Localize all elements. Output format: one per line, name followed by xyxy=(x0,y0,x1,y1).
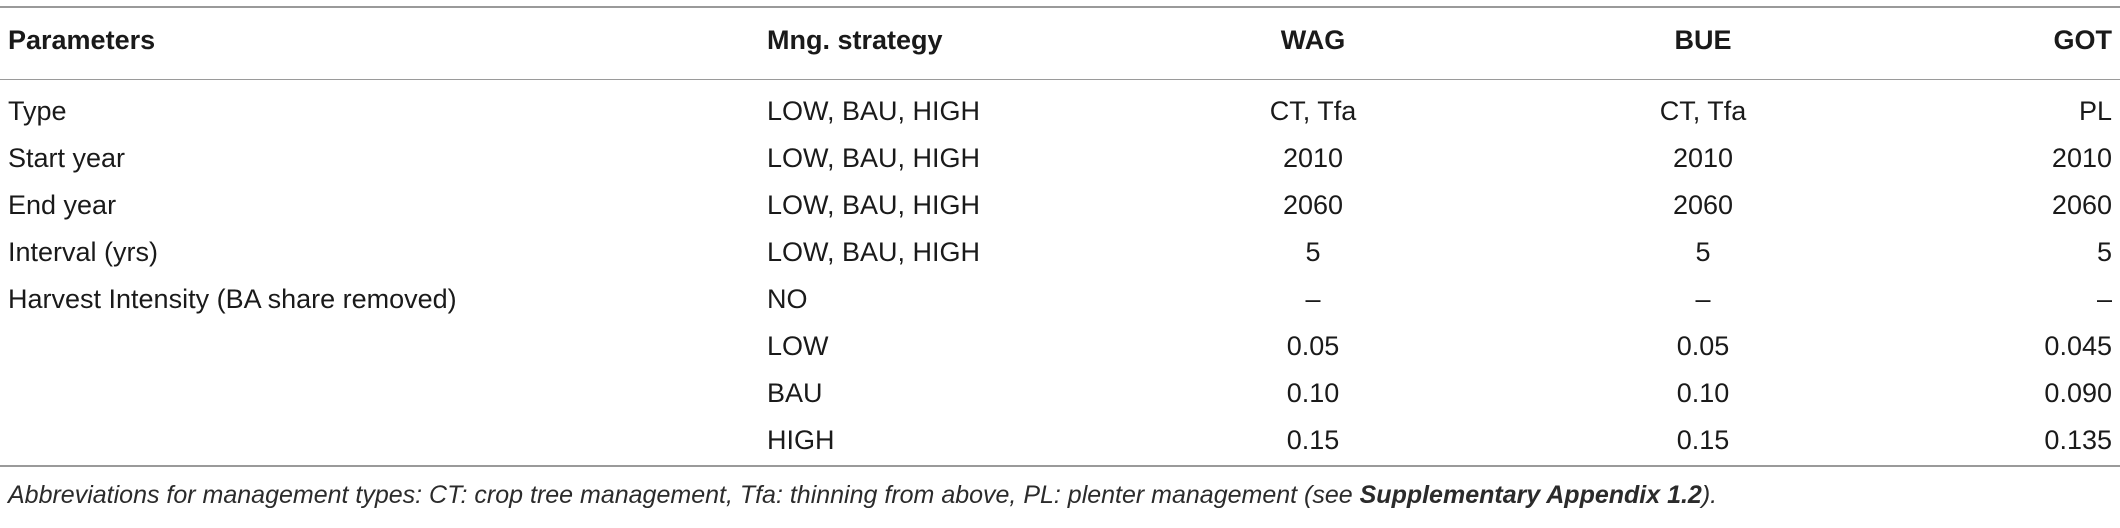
row-bue: 0.05 xyxy=(1676,331,1730,361)
row-got: 0.135 xyxy=(2044,425,2112,455)
row-parameter: End year xyxy=(8,190,117,220)
table-row: HIGH 0.15 0.15 0.135 xyxy=(0,417,2120,464)
row-strategy: LOW xyxy=(767,331,829,361)
row-wag: 2010 xyxy=(1282,143,1344,173)
table-header-row: Parameters Mng. strategy WAG BUE GOT xyxy=(0,17,2120,64)
row-bue: 2060 xyxy=(1672,190,1734,220)
header-parameters: Parameters xyxy=(8,25,156,55)
row-strategy: LOW, BAU, HIGH xyxy=(767,190,981,220)
row-strategy: HIGH xyxy=(767,425,835,455)
footnote-text-before: Abbreviations for management types: CT: … xyxy=(8,481,1360,509)
row-wag: 5 xyxy=(1305,237,1321,267)
table-row: End year LOW, BAU, HIGH 2060 2060 2060 xyxy=(0,182,2120,229)
row-got: 5 xyxy=(2096,237,2112,267)
table-row: LOW 0.05 0.05 0.045 xyxy=(0,323,2120,370)
table-row: Harvest Intensity (BA share removed) NO … xyxy=(0,276,2120,323)
row-got: – xyxy=(2096,284,2112,314)
row-bue: 0.15 xyxy=(1676,425,1730,455)
header-bue: BUE xyxy=(1674,25,1732,55)
row-bue: 2010 xyxy=(1672,143,1734,173)
row-got: PL xyxy=(2078,96,2112,126)
header-wag: WAG xyxy=(1280,25,1346,55)
row-got: 2010 xyxy=(2051,143,2112,173)
row-parameter: Interval (yrs) xyxy=(8,237,159,267)
header-got: GOT xyxy=(2053,25,2113,55)
row-strategy: NO xyxy=(767,284,808,314)
row-strategy: LOW, BAU, HIGH xyxy=(767,143,981,173)
row-got: 2060 xyxy=(2051,190,2112,220)
header-strategy: Mng. strategy xyxy=(767,25,943,55)
row-wag: 2060 xyxy=(1282,190,1344,220)
table-row: Interval (yrs) LOW, BAU, HIGH 5 5 5 xyxy=(0,229,2120,276)
row-strategy: LOW, BAU, HIGH xyxy=(767,237,981,267)
row-wag: CT, Tfa xyxy=(1269,96,1357,126)
row-parameter: Start year xyxy=(8,143,126,173)
row-got: 0.045 xyxy=(2044,331,2112,361)
row-wag: – xyxy=(1305,284,1321,314)
table-bottom-rule xyxy=(0,465,2120,467)
table-row: BAU 0.10 0.10 0.090 xyxy=(0,370,2120,417)
row-bue: – xyxy=(1695,284,1711,314)
row-parameter: Harvest Intensity (BA share removed) xyxy=(8,284,457,314)
row-got: 0.090 xyxy=(2044,378,2112,408)
table-top-rule xyxy=(0,6,2120,8)
row-wag: 0.10 xyxy=(1286,378,1340,408)
table-row: Type LOW, BAU, HIGH CT, Tfa CT, Tfa PL xyxy=(0,88,2120,135)
row-bue: 5 xyxy=(1695,237,1711,267)
footnote-text-after: ). xyxy=(1701,481,1718,509)
table-header-rule xyxy=(0,79,2120,80)
supplementary-appendix-link[interactable]: Supplementary Appendix 1.2 xyxy=(1359,481,1702,509)
row-wag: 0.05 xyxy=(1286,331,1340,361)
row-bue: CT, Tfa xyxy=(1659,96,1747,126)
table-footnote: Abbreviations for management types: CT: … xyxy=(8,475,1717,515)
row-parameter: Type xyxy=(8,96,67,126)
table-row: Start year LOW, BAU, HIGH 2010 2010 2010 xyxy=(0,135,2120,182)
row-strategy: LOW, BAU, HIGH xyxy=(767,96,981,126)
row-strategy: BAU xyxy=(767,378,823,408)
row-bue: 0.10 xyxy=(1676,378,1730,408)
row-wag: 0.15 xyxy=(1286,425,1340,455)
